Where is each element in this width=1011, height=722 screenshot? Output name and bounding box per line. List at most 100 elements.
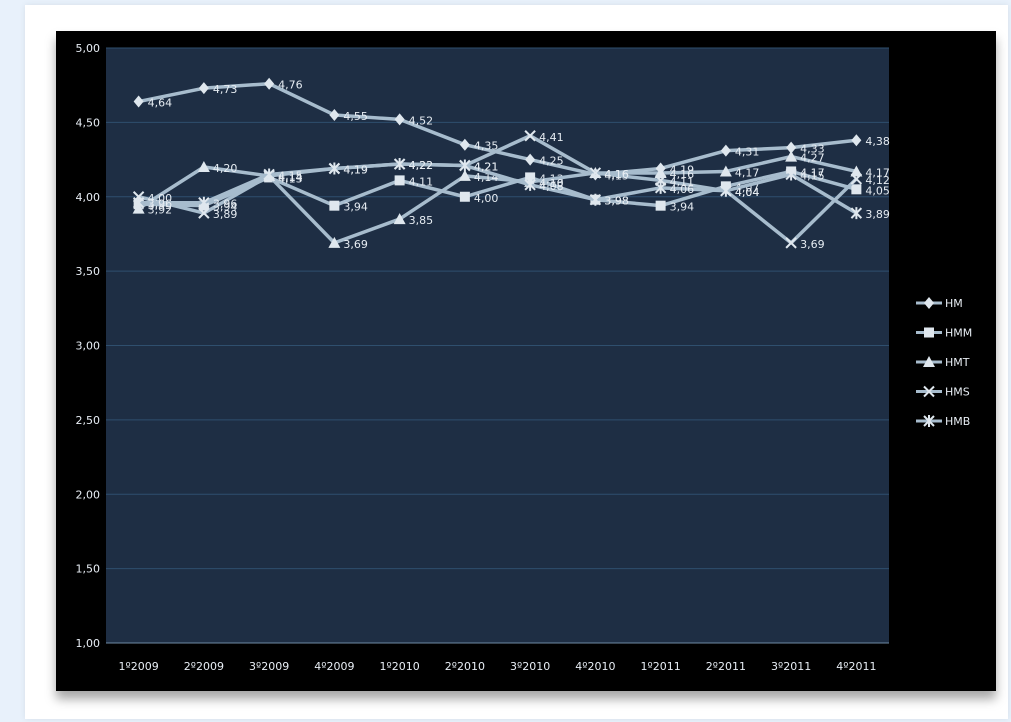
data-label-hm: 4,76	[278, 79, 303, 92]
data-label-hmm: 3,94	[343, 201, 368, 214]
data-label-hmb: 4,04	[735, 186, 760, 199]
data-point-hms	[524, 130, 536, 142]
legend-item-hm: HM	[916, 297, 963, 310]
data-label-hm: 4,25	[539, 155, 564, 168]
x-tick-label: 1º2009	[119, 660, 159, 673]
data-label-hm: 4,52	[409, 114, 434, 127]
data-point-hms	[785, 237, 797, 249]
y-tick-label: 2,00	[76, 488, 101, 501]
data-point-hm	[720, 144, 731, 157]
data-point-hm	[264, 77, 275, 90]
data-label-hmb: 4,15	[800, 169, 825, 182]
data-label-hmb: 4,08	[539, 180, 564, 193]
y-tick-label: 3,00	[76, 340, 101, 353]
data-point-hmb	[785, 168, 797, 181]
data-label-hmb: 4,15	[278, 169, 303, 182]
legend-marker-hmt	[923, 356, 935, 367]
x-tick-label: 2º2011	[706, 660, 746, 673]
data-point-hms	[850, 173, 863, 185]
legend-label-hmm: HMM	[945, 327, 972, 340]
data-point-hm	[851, 134, 862, 147]
data-point-hmb	[132, 196, 145, 209]
data-label-hmb: 3,89	[865, 208, 890, 221]
data-point-hms	[198, 207, 210, 219]
data-label-hmt: 4,16	[670, 168, 695, 181]
data-point-hmb	[459, 159, 471, 172]
data-point-hm	[133, 95, 144, 108]
data-label-hmt: 4,20	[213, 162, 238, 175]
data-label-hmb: 4,21	[474, 161, 499, 174]
data-point-hm	[329, 108, 340, 121]
data-point-hmm	[655, 200, 666, 211]
data-point-hm	[786, 141, 797, 154]
data-point-hmt	[458, 169, 471, 181]
data-label-hmt: 4,17	[865, 166, 890, 179]
data-label-hm: 4,38	[865, 135, 890, 148]
legend-item-hmt: HMT	[916, 356, 970, 369]
data-label-hmm: 3,94	[670, 201, 695, 214]
data-point-hmb	[393, 158, 406, 171]
data-label-hmb: 4,19	[343, 163, 368, 176]
series-line-hmt	[137, 154, 857, 245]
line-chart: 1,00 1,50 2,00 2,50 3,00 3,50 4,00 4,50 5,00 1º20…	[76, 42, 973, 673]
legend-item-hms: HMS	[916, 386, 970, 399]
data-label-hms: 4,41	[539, 131, 564, 144]
legend-item-hmb: HMB	[916, 415, 970, 428]
legend-label-hmt: HMT	[945, 356, 970, 369]
data-point-hmt	[850, 165, 863, 177]
data-label-hm: 4,55	[343, 110, 368, 123]
data-point-hmt	[393, 213, 406, 225]
data-point-hmb	[524, 178, 536, 191]
data-point-hmb	[589, 193, 602, 206]
data-point-hmt	[328, 236, 341, 248]
x-tick-label: 1º2011	[641, 660, 681, 673]
x-tick-label: 3º2010	[510, 660, 550, 673]
legend-marker-hms	[923, 385, 935, 398]
series-line-hms	[138, 134, 858, 245]
y-tick-label: 4,00	[76, 191, 101, 204]
series-hmb: 3,96 3,96 4,15 4,19 4,22 4,21 4,08 3,98 4,06 4,04…	[132, 158, 890, 221]
data-label-hmb: 4,06	[670, 183, 695, 196]
legend-label-hms: HMS	[945, 386, 970, 399]
legend-marker-hm	[924, 297, 934, 309]
data-point-hm	[459, 138, 470, 151]
data-point-hmt	[197, 161, 210, 172]
data-label-hmb: 3,96	[148, 198, 173, 211]
data-label-hms: 4,11	[670, 175, 695, 188]
legend-marker-hmm	[924, 327, 934, 338]
chart-frame: 1,00 1,50 2,00 2,50 3,00 3,50 4,00 4,50 5,00 1º20…	[56, 31, 996, 691]
x-tick-label: 1º2010	[380, 660, 420, 673]
x-tick-label: 4º2009	[314, 660, 354, 673]
x-tick-label: 2º2009	[184, 660, 224, 673]
y-tick-label: 2,50	[76, 414, 101, 427]
data-point-hmm	[394, 175, 405, 186]
data-point-hmb	[198, 196, 210, 209]
data-point-hmb	[850, 207, 863, 220]
x-tick-label: 3º2009	[249, 660, 289, 673]
data-label-hmt: 3,85	[409, 214, 434, 227]
data-point-hmm	[851, 184, 862, 195]
x-tick-label: 3º2011	[771, 660, 811, 673]
data-point-hmb	[654, 181, 667, 194]
data-label-hm: 4,35	[474, 140, 499, 153]
data-label-hmm: 4,05	[865, 184, 890, 197]
data-label-hms: 4,16	[604, 168, 629, 181]
data-label-hmb: 4,22	[409, 159, 434, 172]
data-point-hmt	[719, 165, 732, 177]
data-point-hmb	[720, 184, 732, 197]
y-tick-label: 1,00	[76, 637, 101, 650]
data-label-hmt: 4,27	[800, 152, 825, 165]
data-label-hm: 4,64	[148, 97, 173, 110]
data-label-hm: 4,33	[800, 143, 825, 156]
data-label-hmt: 3,92	[148, 204, 173, 217]
data-label-hmt: 3,69	[343, 238, 368, 251]
data-label-hmb: 3,98	[604, 195, 629, 208]
data-label-hms: 3,89	[213, 208, 238, 221]
data-point-hm	[525, 153, 536, 166]
data-label-hm: 4,31	[735, 146, 760, 159]
legend-label-hmb: HMB	[945, 415, 970, 428]
y-tick-label: 5,00	[76, 42, 101, 55]
data-point-hmm	[459, 191, 470, 202]
data-point-hmt	[654, 166, 667, 178]
series-line-hmb	[138, 162, 858, 215]
